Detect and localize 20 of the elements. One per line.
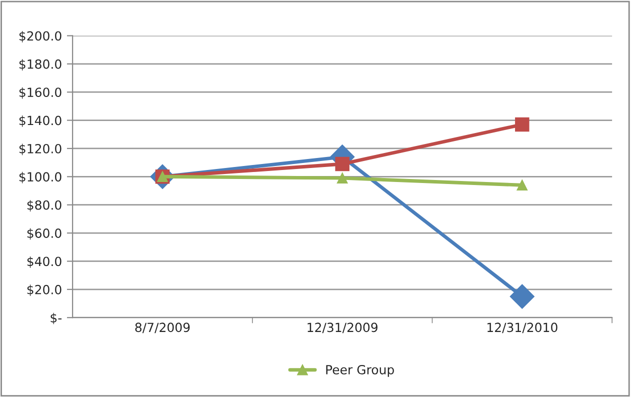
x-tick-label: 8/7/2009 — [135, 322, 190, 334]
x-tick-label: 12/31/2010 — [488, 322, 558, 334]
y-tick-label: $40.0 — [27, 256, 62, 268]
y-tick-label: $120.0 — [19, 144, 62, 156]
y-tick-label: $160.0 — [19, 87, 62, 99]
point — [516, 180, 528, 190]
y-tick-label: $100.0 — [19, 172, 62, 184]
point — [336, 172, 348, 184]
point — [510, 284, 534, 309]
y-tick-label: $200.0 — [19, 30, 62, 42]
y-tick-label: $- — [50, 312, 62, 324]
x-tick-label: 12/31/2009 — [308, 322, 378, 334]
y-tick-label: $180.0 — [19, 59, 62, 71]
y-tick-label: $80.0 — [27, 200, 62, 212]
y-tick-label: $20.0 — [27, 284, 62, 296]
point — [515, 117, 530, 132]
y-tick-label: $140.0 — [19, 116, 62, 127]
legend-label: Peer Group — [326, 364, 394, 377]
y-tick-label: $60.0 — [27, 228, 62, 240]
point — [335, 156, 350, 172]
